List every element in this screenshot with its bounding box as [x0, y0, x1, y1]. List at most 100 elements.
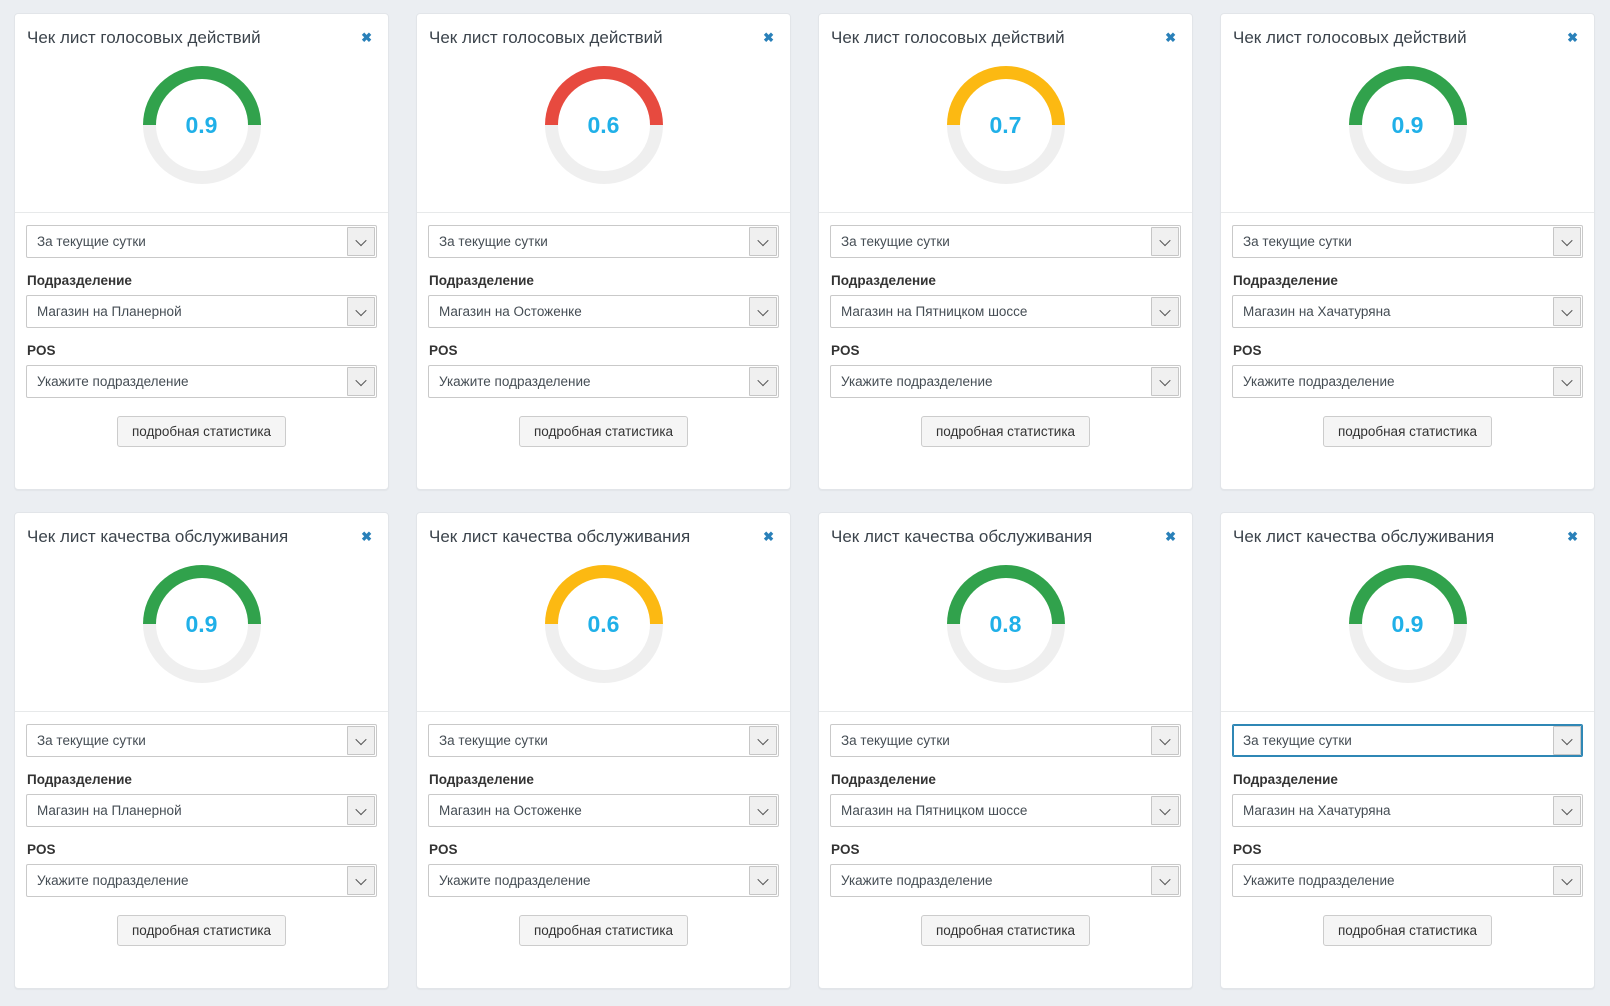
card-title: Чек лист качества обслуживания: [27, 527, 289, 546]
card-header: Чек лист качества обслуживания ✖: [15, 513, 388, 548]
widget-card: Чек лист качества обслуживания ✖ 0.9 За …: [1220, 512, 1595, 989]
division-label: Подразделение: [429, 772, 534, 787]
pos-select[interactable]: Укажите подразделение: [428, 365, 779, 398]
division-select-value: Магазин на Пятницком шоссе: [841, 803, 1028, 818]
gauge-section: 0.7: [819, 49, 1192, 213]
pos-label: POS: [1233, 842, 1262, 857]
close-icon[interactable]: ✖: [763, 529, 774, 544]
close-icon[interactable]: ✖: [1165, 529, 1176, 544]
card-controls: За текущие сутки Подразделение Магазин н…: [15, 213, 388, 489]
period-select[interactable]: За текущие сутки: [1232, 724, 1583, 757]
division-select[interactable]: Магазин на Остоженке: [428, 295, 779, 328]
details-button[interactable]: подробная статистика: [116, 416, 287, 447]
division-select[interactable]: Магазин на Хачатуряна: [1232, 794, 1583, 827]
close-icon[interactable]: ✖: [1567, 30, 1578, 45]
period-select[interactable]: За текущие сутки: [1232, 225, 1583, 258]
close-icon[interactable]: ✖: [1567, 529, 1578, 544]
chevron-down-icon: [1151, 367, 1179, 396]
pos-select-value: Укажите подразделение: [1243, 374, 1395, 389]
division-select[interactable]: Магазин на Планерной: [26, 295, 377, 328]
pos-select[interactable]: Укажите подразделение: [830, 864, 1181, 897]
widget-card: Чек лист голосовых действий ✖ 0.9 За тек…: [14, 13, 389, 490]
pos-label: POS: [27, 343, 56, 358]
gauge-section: 0.9: [15, 49, 388, 213]
period-select-value: За текущие сутки: [1243, 234, 1352, 249]
period-select[interactable]: За текущие сутки: [26, 225, 377, 258]
period-select-value: За текущие сутки: [1243, 733, 1352, 748]
details-button[interactable]: подробная статистика: [1322, 416, 1493, 447]
details-button[interactable]: подробная статистика: [1322, 915, 1493, 946]
chevron-down-icon: [749, 866, 777, 895]
card-header: Чек лист качества обслуживания ✖: [819, 513, 1192, 548]
gauge-ring: 0.6: [544, 565, 663, 683]
period-select[interactable]: За текущие сутки: [428, 724, 779, 757]
division-select[interactable]: Магазин на Пятницком шоссе: [830, 794, 1181, 827]
division-select-value: Магазин на Планерной: [37, 304, 182, 319]
chevron-down-icon: [749, 367, 777, 396]
period-select[interactable]: За текущие сутки: [428, 225, 779, 258]
close-icon[interactable]: ✖: [361, 30, 372, 45]
division-select[interactable]: Магазин на Пятницком шоссе: [830, 295, 1181, 328]
chevron-down-icon: [347, 796, 375, 825]
button-row: подробная статистика: [1232, 915, 1583, 946]
gauge-section: 0.9: [1221, 49, 1594, 213]
gauge-inner: 0.9: [155, 578, 248, 670]
close-icon[interactable]: ✖: [1165, 30, 1176, 45]
button-row: подробная статистика: [1232, 416, 1583, 447]
details-button[interactable]: подробная статистика: [116, 915, 287, 946]
division-select-value: Магазин на Хачатуряна: [1243, 803, 1391, 818]
details-button[interactable]: подробная статистика: [920, 915, 1091, 946]
chevron-down-icon: [749, 227, 777, 256]
chevron-down-icon: [1151, 297, 1179, 326]
close-icon[interactable]: ✖: [763, 30, 774, 45]
details-button[interactable]: подробная статистика: [518, 416, 689, 447]
period-select[interactable]: За текущие сутки: [830, 225, 1181, 258]
button-row: подробная статистика: [830, 915, 1181, 946]
period-select[interactable]: За текущие сутки: [26, 724, 377, 757]
division-label: Подразделение: [429, 273, 534, 288]
pos-select-value: Укажите подразделение: [1243, 873, 1395, 888]
card-title: Чек лист голосовых действий: [429, 28, 663, 47]
pos-label: POS: [831, 842, 860, 857]
pos-select[interactable]: Укажите подразделение: [428, 864, 779, 897]
widget-card: Чек лист качества обслуживания ✖ 0.9 За …: [14, 512, 389, 989]
chevron-down-icon: [347, 367, 375, 396]
period-select[interactable]: За текущие сутки: [830, 724, 1181, 757]
division-select[interactable]: Магазин на Остоженке: [428, 794, 779, 827]
pos-select[interactable]: Укажите подразделение: [26, 864, 377, 897]
division-select[interactable]: Магазин на Хачатуряна: [1232, 295, 1583, 328]
card-controls: За текущие сутки Подразделение Магазин н…: [1221, 213, 1594, 489]
gauge-value: 0.9: [185, 610, 218, 637]
pos-label: POS: [429, 842, 458, 857]
chevron-down-icon: [749, 297, 777, 326]
details-button[interactable]: подробная статистика: [518, 915, 689, 946]
card-title: Чек лист голосовых действий: [1233, 28, 1467, 47]
pos-label: POS: [1233, 343, 1262, 358]
gauge-section: 0.6: [417, 49, 790, 213]
gauge-inner: 0.7: [959, 79, 1052, 171]
pos-label: POS: [429, 343, 458, 358]
card-header: Чек лист качества обслуживания ✖: [1221, 513, 1594, 548]
gauge-inner: 0.9: [1361, 79, 1454, 171]
period-select-value: За текущие сутки: [37, 733, 146, 748]
division-label: Подразделение: [1233, 772, 1338, 787]
details-button[interactable]: подробная статистика: [920, 416, 1091, 447]
division-select[interactable]: Магазин на Планерной: [26, 794, 377, 827]
gauge-ring: 0.6: [544, 66, 663, 184]
pos-select-value: Укажите подразделение: [439, 873, 591, 888]
chevron-down-icon: [1553, 726, 1581, 755]
pos-select[interactable]: Укажите подразделение: [1232, 365, 1583, 398]
pos-select[interactable]: Укажите подразделение: [830, 365, 1181, 398]
chevron-down-icon: [347, 866, 375, 895]
division-select-value: Магазин на Остоженке: [439, 803, 582, 818]
division-select-value: Магазин на Пятницком шоссе: [841, 304, 1028, 319]
pos-label: POS: [27, 842, 56, 857]
close-icon[interactable]: ✖: [361, 529, 372, 544]
widget-card: Чек лист голосовых действий ✖ 0.9 За тек…: [1220, 13, 1595, 490]
gauge-ring: 0.7: [946, 66, 1065, 184]
pos-select[interactable]: Укажите подразделение: [26, 365, 377, 398]
gauge-section: 0.9: [15, 548, 388, 712]
card-header: Чек лист голосовых действий ✖: [1221, 14, 1594, 49]
pos-select[interactable]: Укажите подразделение: [1232, 864, 1583, 897]
card-header: Чек лист голосовых действий ✖: [819, 14, 1192, 49]
